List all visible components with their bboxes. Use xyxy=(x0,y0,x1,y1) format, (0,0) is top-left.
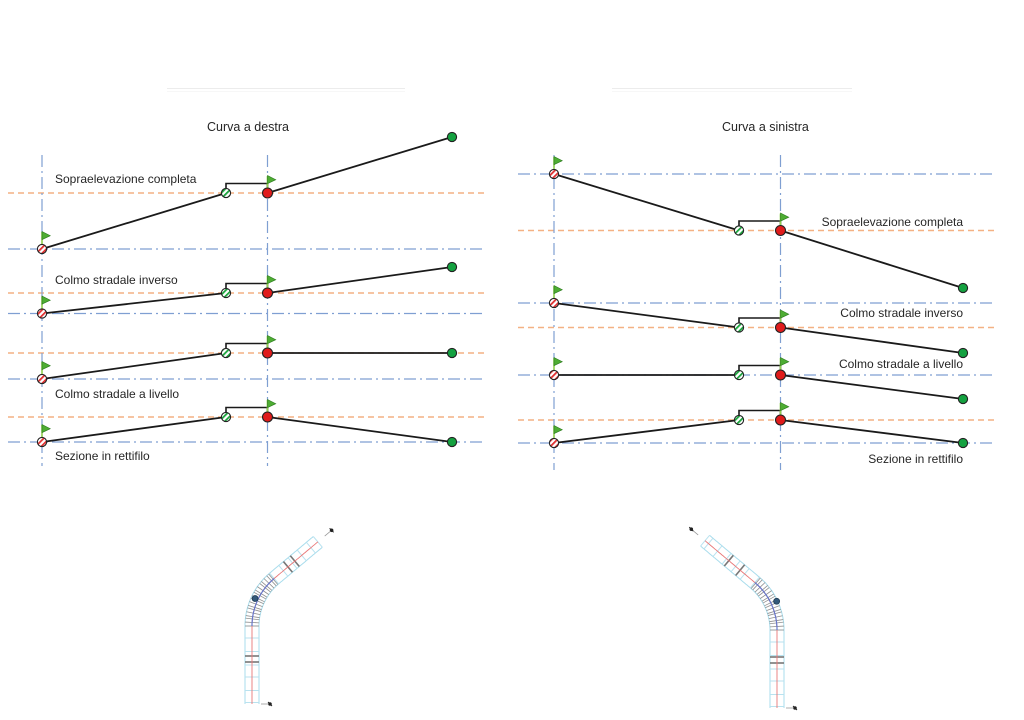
hinge-marker-inner xyxy=(733,414,745,426)
section-line-left-half xyxy=(553,419,740,444)
section-line-left-half xyxy=(41,352,227,380)
band-centerline xyxy=(251,541,319,704)
step-bracket xyxy=(225,342,269,353)
label-sopraelevazione-completa-right: Sopraelevazione completa xyxy=(821,215,963,229)
pivot-marker xyxy=(261,347,274,359)
curve-midpoint-marker xyxy=(773,597,781,605)
hinge-marker-start xyxy=(36,436,48,448)
section-line-right-half xyxy=(266,266,453,294)
right-panel-title: Curva a sinistra xyxy=(722,120,809,134)
section-line-left-half xyxy=(41,192,227,250)
pivot-marker xyxy=(774,414,787,426)
label-colmo-stradale-a-livello-left: Colmo stradale a livello xyxy=(55,387,180,401)
hinge-marker-start xyxy=(548,369,560,381)
hinge-marker-start xyxy=(548,168,560,180)
edge-marker xyxy=(957,437,969,449)
band-edge-left xyxy=(700,545,771,708)
step-bracket xyxy=(225,182,269,193)
section-line-right-half xyxy=(779,374,964,400)
section-line-right-half xyxy=(779,229,964,289)
pivot-marker xyxy=(774,369,787,381)
hinge-marker-start xyxy=(36,308,48,319)
step-bracket xyxy=(225,282,269,293)
label-sezione-in-rettifilo-right: Sezione in rettifilo xyxy=(868,452,963,466)
hinge-marker-inner xyxy=(733,322,745,333)
step-bracket xyxy=(738,409,782,420)
hinge-marker-inner xyxy=(220,187,232,199)
pivot-marker xyxy=(261,411,274,423)
band-centerline xyxy=(704,540,778,708)
band-edge-left xyxy=(244,536,314,704)
hinge-marker-inner xyxy=(733,225,745,236)
pivot-marker xyxy=(261,287,274,299)
section-line-left-half xyxy=(41,416,227,443)
hinge-marker-inner xyxy=(220,411,232,423)
pivot-marker xyxy=(261,187,274,199)
road-plan-right-curve xyxy=(244,527,334,707)
road-plan-left-curve xyxy=(688,526,798,711)
curva-a-destra-graphics xyxy=(8,131,486,466)
label-sezione-in-rettifilo-left: Sezione in rettifilo xyxy=(55,449,150,463)
step-bracket xyxy=(225,406,269,417)
edge-marker xyxy=(957,393,969,405)
divider-line-left xyxy=(167,88,405,92)
edge-marker xyxy=(446,347,458,359)
hinge-marker-inner xyxy=(220,287,232,299)
section-line-right-half xyxy=(779,326,964,354)
section-line-right-half xyxy=(266,416,453,443)
pivot-marker xyxy=(774,321,787,334)
edge-marker xyxy=(957,282,969,294)
left-panel-title: Curva a destra xyxy=(207,120,289,134)
label-colmo-stradale-inverso-left: Colmo stradale inverso xyxy=(55,273,178,287)
edge-marker xyxy=(957,347,969,359)
section-line-left-half xyxy=(553,173,740,232)
section-line-left-half xyxy=(553,302,740,329)
edge-marker xyxy=(446,261,458,273)
label-sopraelevazione-completa-left: Sopraelevazione completa xyxy=(55,172,197,186)
section-line-left-half xyxy=(41,292,227,315)
edge-marker xyxy=(446,436,458,448)
hinge-marker-start xyxy=(548,437,560,449)
hinge-marker-start xyxy=(548,297,560,309)
hinge-marker-start xyxy=(36,243,48,255)
band-edge-right xyxy=(709,535,785,708)
station-tick xyxy=(312,536,323,548)
hinge-marker-inner xyxy=(733,369,745,381)
hinge-marker-start xyxy=(36,373,48,385)
pivot-marker xyxy=(774,224,787,237)
section-line-right-half xyxy=(266,136,453,194)
section-line-right-half xyxy=(779,419,964,444)
spiral-curve-overlay xyxy=(754,582,778,630)
divider-line-right xyxy=(612,88,852,92)
label-colmo-stradale-inverso-right: Colmo stradale inverso xyxy=(840,306,963,320)
station-tick xyxy=(700,535,710,547)
hinge-marker-inner xyxy=(220,347,232,359)
curva-a-sinistra-graphics xyxy=(518,155,996,470)
label-colmo-stradale-a-livello-right: Colmo stradale a livello xyxy=(838,357,963,371)
edge-marker xyxy=(446,131,458,143)
curve-midpoint-marker xyxy=(251,595,259,602)
